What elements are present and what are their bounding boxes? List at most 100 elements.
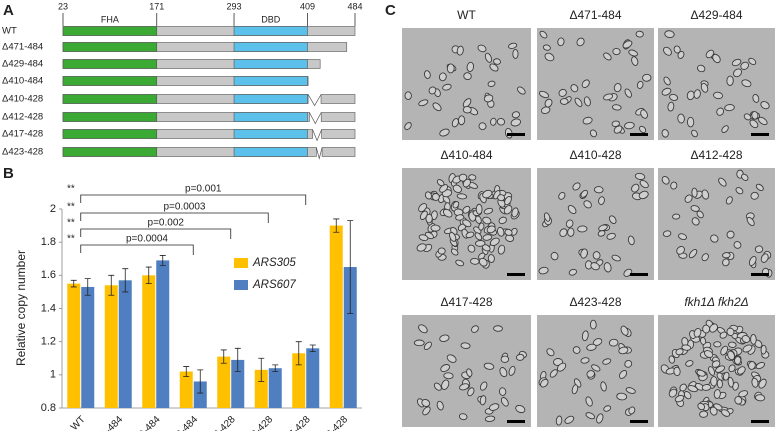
- cell: [515, 353, 525, 361]
- cell: [452, 184, 462, 193]
- cell: [631, 56, 639, 66]
- cell: [564, 415, 575, 424]
- cell: [466, 368, 473, 377]
- cell: [673, 45, 681, 54]
- cell: [696, 369, 706, 377]
- domain-segment: [233, 129, 308, 139]
- y-axis-label: Relative copy number: [14, 250, 28, 366]
- image-label: Δ417-428: [440, 295, 492, 309]
- cell: [468, 174, 477, 181]
- cell: [499, 367, 508, 378]
- cell: [483, 207, 494, 215]
- image-label: Δ412-428: [690, 148, 742, 162]
- error-bar: [159, 255, 166, 266]
- cell: [733, 241, 742, 249]
- cell: [700, 82, 709, 93]
- x-tick-label: Δ417-428: [274, 414, 313, 431]
- bar: [104, 285, 118, 408]
- construct-label: Δ412-428: [2, 112, 43, 123]
- y-tick-label: 2: [50, 203, 56, 215]
- cell: [750, 334, 757, 345]
- cell: [452, 201, 460, 209]
- cell: [635, 30, 644, 38]
- construct: [62, 42, 348, 52]
- domain-segment: [233, 147, 308, 157]
- cell: [731, 58, 742, 67]
- cell: [716, 107, 725, 116]
- x-tick-label: Δ410-428: [199, 414, 238, 431]
- construct: [62, 76, 309, 86]
- y-tick-label: 1: [50, 369, 56, 381]
- x-tick-label: Δ410-484: [162, 414, 201, 431]
- cell: [503, 205, 513, 215]
- cell: [748, 361, 756, 370]
- cell: [430, 224, 441, 232]
- cell: [487, 80, 496, 87]
- p-value: p=0.001: [185, 184, 222, 195]
- bracket: [80, 212, 269, 223]
- cell: [741, 173, 749, 181]
- error-bar: [234, 347, 241, 372]
- domain-segment: [62, 94, 158, 104]
- domain-segment: [233, 59, 308, 69]
- cell: [719, 331, 728, 339]
- cell: [721, 125, 729, 133]
- protein-bar: [320, 94, 356, 104]
- bar: [329, 225, 343, 408]
- deletion-notch: [309, 112, 322, 125]
- cell: [722, 258, 730, 267]
- cell: [422, 406, 431, 416]
- legend-label: ARS305: [252, 257, 296, 269]
- cell: [493, 58, 501, 65]
- cell: [571, 384, 579, 395]
- cell: [661, 87, 672, 96]
- cell: [418, 99, 429, 107]
- bar: [254, 369, 268, 408]
- cell: [572, 346, 581, 354]
- cell: [583, 200, 592, 209]
- domain-segment: [62, 76, 158, 86]
- legend-swatch: [234, 280, 248, 290]
- domain-segment: [233, 26, 308, 36]
- error-bar: [145, 266, 152, 285]
- cell: [497, 226, 505, 237]
- cell: [478, 257, 488, 267]
- bar: [142, 275, 156, 408]
- cell: [748, 256, 757, 266]
- cell: [437, 247, 446, 255]
- cell: [546, 348, 555, 357]
- cell: [616, 392, 628, 401]
- cell: [710, 376, 718, 387]
- construct: [62, 112, 356, 125]
- cell: [622, 40, 633, 49]
- bracket: [80, 228, 232, 239]
- cell: [662, 230, 672, 237]
- cell: [540, 106, 551, 115]
- image-label: Δ410-428: [569, 148, 621, 162]
- cell: [760, 344, 767, 355]
- cell: [603, 52, 612, 61]
- error-bar: [295, 341, 302, 366]
- cell: [608, 338, 619, 347]
- bracket: [80, 194, 307, 205]
- cell: [442, 83, 452, 91]
- bar: [81, 286, 95, 408]
- cell: [754, 245, 764, 254]
- error-bar: [258, 357, 265, 382]
- cell: [493, 325, 503, 332]
- cell: [624, 360, 633, 368]
- construct: [62, 147, 356, 160]
- cell: [606, 232, 616, 240]
- cell: [668, 388, 678, 398]
- cell: [574, 97, 583, 107]
- cell: [484, 415, 496, 422]
- cell: [555, 415, 563, 426]
- cell: [498, 216, 507, 225]
- cell: [440, 364, 451, 373]
- significance-stars: **: [67, 184, 75, 195]
- image-label: WT: [457, 8, 476, 22]
- cell: [677, 113, 685, 124]
- scale-bar: [507, 133, 525, 136]
- cell: [673, 366, 681, 377]
- image-label: fkh1Δ fkh2Δ: [684, 295, 748, 309]
